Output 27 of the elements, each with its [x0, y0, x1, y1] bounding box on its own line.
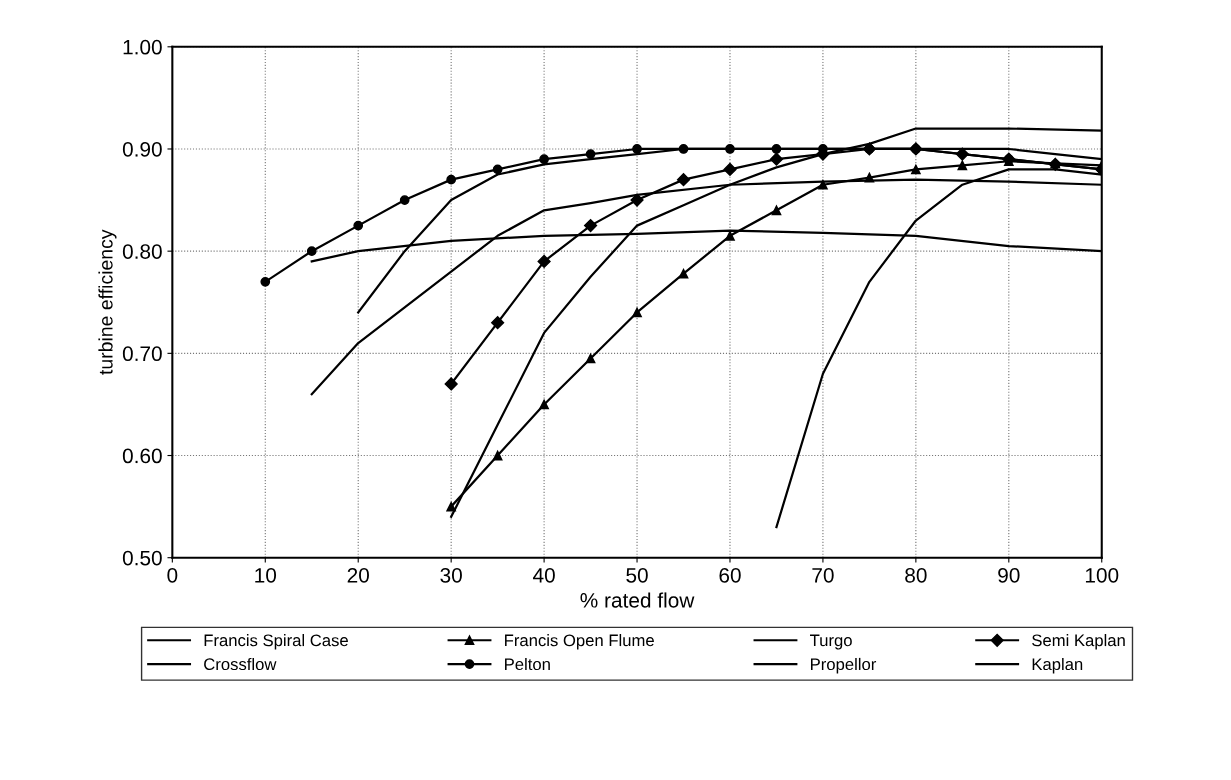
- y-tick-label: 1.00: [123, 39, 162, 55]
- x-tick-label: 80: [905, 567, 927, 583]
- x-tick-label: 90: [998, 567, 1020, 583]
- legend-label: Crossflow: [204, 657, 277, 671]
- legend-label: Kaplan: [1032, 657, 1083, 674]
- x-tick-label: 40: [533, 567, 555, 583]
- x-tick-label: 70: [812, 567, 834, 583]
- legend-label: Pelton: [505, 657, 550, 671]
- legend-label: Francis Spiral Case: [204, 634, 348, 650]
- x-tick-label: 100: [1085, 567, 1119, 583]
- legend-label: Francis Open Flume: [505, 634, 654, 650]
- x-tick-label: 30: [440, 567, 462, 583]
- legend-label: Semi Kaplan: [1032, 634, 1125, 650]
- x-tick-label: 50: [626, 567, 648, 583]
- x-tick-label: 10: [255, 567, 277, 583]
- legend-label: Propellor: [811, 657, 877, 674]
- y-tick-label: 0.90: [122, 141, 162, 157]
- y-axis-title: turbine efficiency: [98, 229, 117, 375]
- x-tick-label: 60: [719, 567, 741, 583]
- x-tick-label: 0: [167, 567, 178, 583]
- x-tick-label: 20: [347, 567, 369, 583]
- x-axis-title: % rated flow: [580, 592, 695, 608]
- y-tick-label: 0.70: [122, 346, 162, 362]
- y-tick-label: 0.60: [122, 448, 162, 464]
- y-tick-label: 0.80: [122, 244, 162, 259]
- y-tick-label: 0.50: [122, 550, 162, 566]
- legend-label: Turgo: [810, 634, 852, 650]
